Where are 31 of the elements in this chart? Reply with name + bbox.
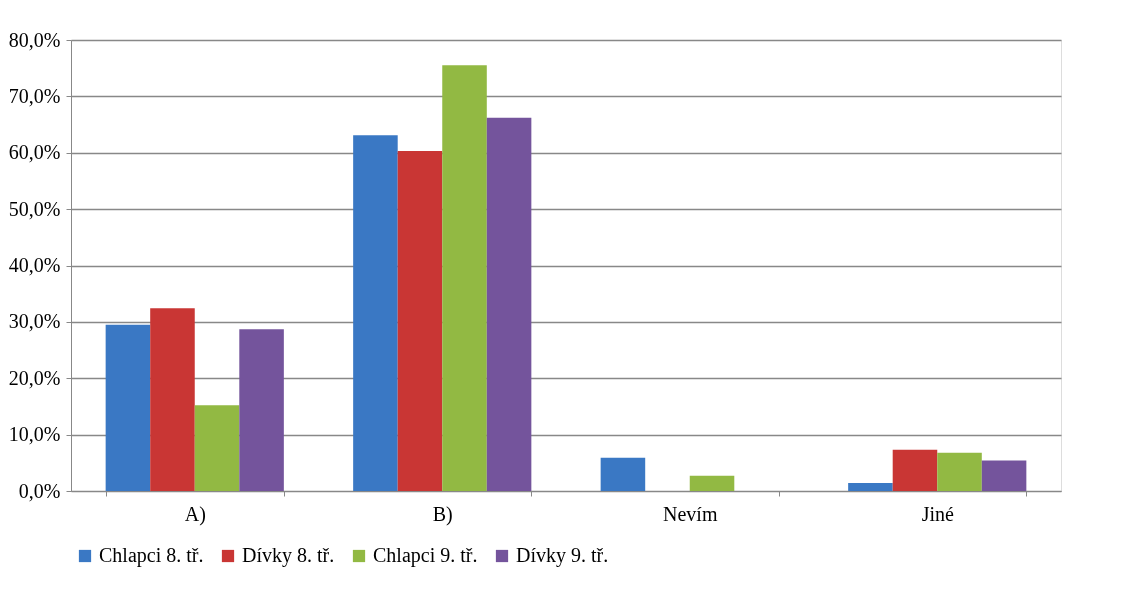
bar: [981, 460, 1027, 491]
bar: [600, 457, 646, 491]
bar: [689, 475, 735, 491]
x-tick-label: A): [184, 502, 206, 526]
bar: [105, 324, 151, 491]
y-tick-label: 20,0%: [8, 366, 61, 389]
bar: [442, 65, 487, 491]
bar: [353, 135, 398, 491]
y-tick-label: 40,0%: [8, 254, 61, 276]
legend-label: Chlapci 9. tř.: [373, 544, 478, 567]
x-tick-label: Nevím: [663, 502, 718, 525]
bar: [892, 449, 938, 491]
bar: [937, 452, 982, 491]
y-tick-label: 50,0%: [8, 197, 61, 220]
bar: [150, 308, 195, 491]
y-tick-label: 60,0%: [8, 141, 61, 164]
bar: [848, 483, 893, 491]
bar: [194, 405, 240, 491]
y-tick-label: 80,0%: [8, 28, 61, 51]
legend-label: Dívky 8. tř.: [242, 544, 335, 567]
x-tick-label: B): [432, 502, 453, 526]
x-tick-label: Jiné: [921, 502, 954, 525]
bar: [239, 329, 284, 491]
bar: [486, 117, 532, 491]
y-tick-label: 30,0%: [8, 310, 61, 333]
legend-label: Dívky 9. tř.: [516, 544, 609, 567]
legend-label: Chlapci 8. tř.: [99, 544, 204, 567]
y-tick-label: 70,0%: [8, 84, 61, 107]
y-tick-label: 10,0%: [8, 423, 61, 446]
y-tick-label: 0,0%: [18, 479, 61, 502]
bar: [397, 151, 443, 491]
